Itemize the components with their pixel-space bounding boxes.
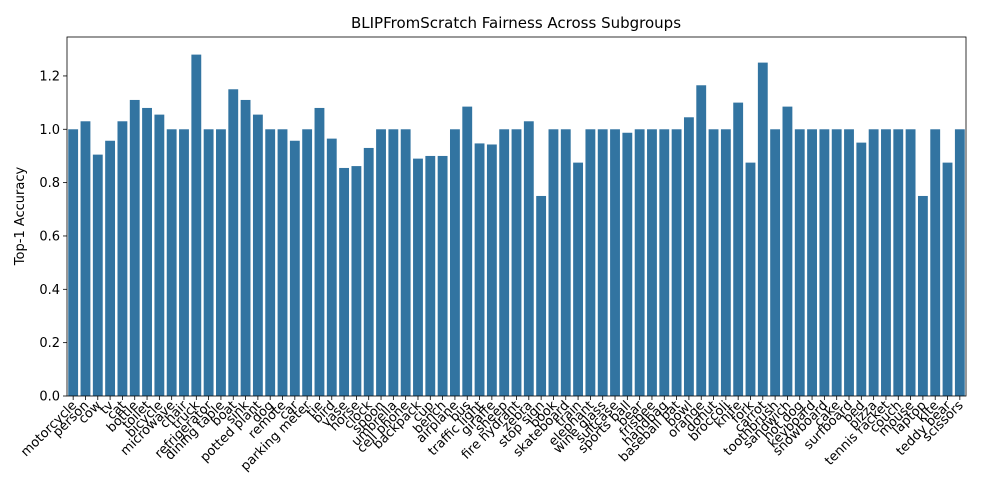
bar	[659, 129, 670, 396]
bar	[954, 129, 965, 396]
bar	[339, 167, 350, 396]
bar	[203, 129, 214, 396]
chart-title: BLIPFromScratch Fairness Across Subgroup…	[351, 14, 681, 32]
y-tick-label: 0.0	[39, 390, 60, 405]
bar	[449, 129, 460, 396]
bar	[302, 129, 313, 396]
bar	[462, 106, 473, 397]
y-tick-label: 0.2	[39, 336, 60, 351]
bar	[807, 129, 817, 396]
bar	[819, 129, 830, 396]
bar	[720, 129, 731, 396]
bar	[856, 142, 867, 396]
bar	[671, 129, 682, 396]
bar	[117, 121, 128, 396]
bar	[154, 114, 165, 396]
bar	[745, 162, 756, 396]
bar	[277, 129, 288, 396]
bar	[129, 99, 140, 397]
y-axis-label: Top-1 Accuracy	[13, 167, 28, 267]
bar	[560, 129, 571, 396]
bar	[930, 129, 941, 396]
bar	[893, 129, 904, 396]
bar	[191, 54, 202, 396]
bar	[610, 129, 620, 396]
bar	[179, 129, 189, 396]
y-tick-label: 1.0	[39, 123, 60, 138]
bar	[240, 99, 251, 397]
bar	[634, 129, 645, 396]
bar	[622, 132, 633, 397]
bar	[413, 158, 423, 396]
bar	[770, 129, 781, 396]
bar	[289, 140, 300, 396]
bar	[794, 129, 805, 396]
bar	[388, 129, 399, 396]
bar	[757, 62, 768, 396]
bar	[486, 144, 497, 396]
bar	[142, 107, 152, 397]
plot-frame	[66, 36, 967, 397]
bar	[831, 129, 842, 396]
y-tick-label: 0.4	[39, 283, 60, 298]
bar	[80, 121, 91, 396]
bar	[376, 129, 386, 396]
bar	[105, 140, 116, 396]
bar	[548, 129, 559, 396]
bar	[511, 129, 522, 396]
y-tick-label: 0.8	[39, 176, 60, 191]
bar	[573, 162, 584, 396]
bar	[696, 85, 707, 396]
bar	[400, 129, 411, 396]
bar	[474, 143, 485, 396]
bar	[499, 129, 510, 396]
bar	[265, 129, 276, 396]
bar	[683, 117, 694, 396]
bar	[708, 129, 719, 396]
bar	[425, 155, 436, 396]
bar	[363, 147, 374, 396]
bar	[942, 162, 953, 396]
bar	[314, 107, 325, 397]
bar	[228, 89, 239, 397]
bar	[844, 129, 854, 396]
bar	[905, 129, 916, 396]
bar	[647, 129, 657, 396]
bar	[166, 129, 177, 396]
bar	[68, 129, 79, 396]
bar	[733, 102, 744, 396]
bar	[523, 121, 534, 396]
bar	[92, 154, 103, 396]
bar	[216, 129, 226, 396]
bar	[917, 195, 928, 396]
bar	[782, 106, 793, 397]
bar	[585, 129, 596, 396]
bar	[597, 129, 608, 396]
bar	[437, 155, 448, 396]
bar	[252, 114, 263, 396]
y-tick-label: 1.2	[39, 69, 60, 84]
y-tick-label: 0.6	[39, 229, 60, 244]
bar	[881, 129, 891, 396]
bar	[351, 166, 362, 396]
bar	[868, 129, 879, 396]
bar	[326, 138, 337, 396]
bar	[536, 195, 547, 396]
